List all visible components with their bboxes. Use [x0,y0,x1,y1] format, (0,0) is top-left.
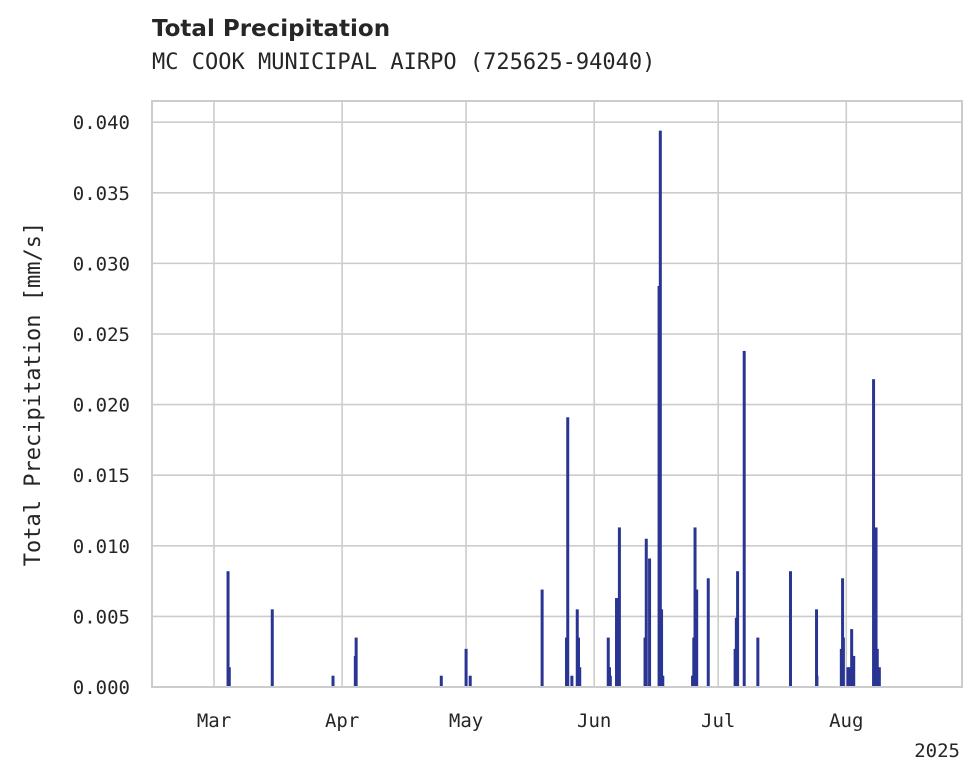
precip-bar [468,675,472,687]
precip-bar [608,675,612,687]
x-tick-label: Mar [197,710,231,732]
y-tick-label: 0.010 [73,536,130,558]
bars-layer [226,130,881,687]
precip-bar [841,578,845,687]
x-tick-label: Jul [701,710,735,732]
precip-bar [788,571,792,687]
precip-bar [706,578,710,687]
chart-subtitle: MC COOK MUNICIPAL AIRPO (725625-94040) [152,50,656,75]
x-tick-label: Aug [829,710,863,732]
y-tick-label: 0.020 [73,395,130,417]
precip-bar [852,655,856,687]
precip-bar [875,648,879,687]
precip-bar [850,629,854,687]
x-tick-label: May [449,710,483,732]
precip-bar [464,648,468,687]
precip-bar [658,130,662,687]
y-axis-label: Total Precipitation [mm/s] [21,222,46,566]
precip-bar [877,667,881,687]
precip-bar [661,675,665,687]
precip-bar [615,598,619,687]
precip-bar [540,589,544,687]
precip-bar [578,667,582,687]
precip-bar [616,675,620,687]
precip-bar [815,609,819,687]
precip-bar [566,417,570,687]
y-tick-label: 0.040 [73,112,130,134]
x-tick-labels: Mar Apr May Jun Jul Aug [197,710,864,732]
precip-bar [617,527,621,687]
precip-bar [736,571,740,687]
y-tick-label: 0.005 [73,606,130,628]
precip-bar [742,350,746,687]
y-tick-label: 0.025 [73,324,130,346]
x-axis-year-label: 2025 [914,740,960,762]
precip-bar [693,527,697,687]
precip-bar [644,538,648,687]
precip-bar [660,609,664,687]
x-tick-label: Apr [325,710,359,732]
precip-bar [841,637,845,687]
precip-bar [331,675,335,687]
y-tick-label: 0.035 [73,183,130,205]
precip-bar [227,667,231,687]
y-tick-label: 0.000 [73,677,130,699]
precip-bar [815,675,819,687]
precip-bar [439,675,443,687]
precip-bar [848,667,852,687]
precip-bar [576,637,580,687]
y-tick-labels: 0.000 0.005 0.010 0.015 0.020 0.025 0.030 0.035… [73,112,130,699]
precip-bar [874,527,878,687]
precip-bar [872,379,876,687]
precip-bar [226,571,230,687]
precip-bar [695,589,699,687]
plot-frame [151,100,963,688]
precip-bar [756,637,760,687]
x-tick-label: Jun [577,710,611,732]
y-tick-label: 0.015 [73,465,130,487]
chart-title: Total Precipitation [152,16,391,42]
precip-bar [270,609,274,687]
grid-lines [152,101,962,688]
y-tick-label: 0.030 [73,253,130,275]
precip-bar [354,637,358,687]
precip-bar [606,637,610,687]
precip-bar [570,675,574,687]
precip-bar [648,558,652,687]
